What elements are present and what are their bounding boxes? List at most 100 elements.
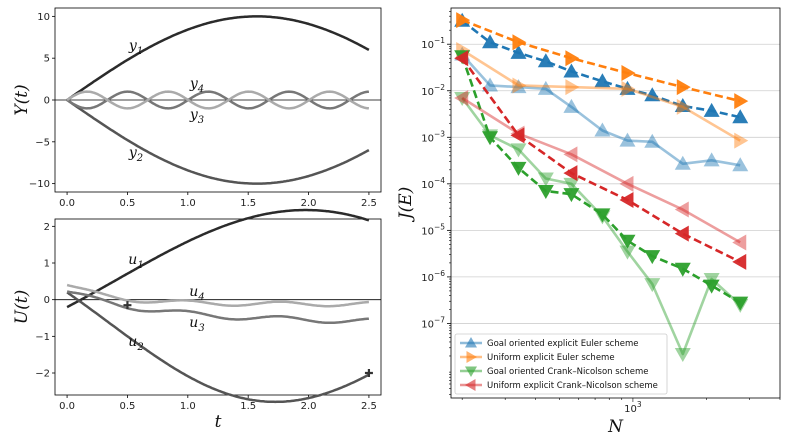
u1-line	[66, 208, 370, 309]
series-marker-1	[594, 73, 611, 88]
series-marker-6	[674, 201, 689, 218]
x-axis-label: N	[607, 417, 624, 437]
x-tick-label: 2.0	[301, 401, 317, 412]
x-tick-label: 0.0	[59, 198, 75, 209]
y1-label: y1	[128, 38, 143, 57]
series-marker-2	[621, 80, 636, 97]
y-tick-label: 10−5	[421, 222, 445, 237]
series-marker-4	[563, 177, 580, 192]
x-tick-label: 1.5	[240, 401, 256, 412]
series-line-5	[460, 55, 741, 304]
series-marker-0	[619, 132, 636, 147]
series-marker-2	[734, 132, 749, 149]
series-marker-7	[674, 225, 689, 242]
series-marker-1	[732, 109, 749, 124]
y-tick-label: 10−6	[421, 269, 445, 284]
y-tick-label: 0	[44, 295, 50, 306]
series-marker-0	[482, 77, 499, 92]
y-tick-label: −10	[29, 179, 50, 190]
y-tick-label: 5	[44, 54, 50, 65]
series-marker-4	[537, 172, 554, 187]
y4-line	[66, 90, 369, 110]
series-marker-5	[674, 262, 691, 277]
series-marker-5	[619, 234, 636, 249]
series-marker-1	[703, 102, 720, 117]
series-marker-5	[732, 296, 749, 311]
series-marker-5	[644, 250, 661, 265]
series-line-1	[461, 19, 741, 119]
series-marker-3	[621, 65, 636, 82]
legend-label: Uniform explicit Crank–Nicolson scheme	[487, 381, 658, 391]
series-line-2	[461, 48, 741, 142]
y-tick-label: −2	[35, 369, 50, 380]
series-marker-5	[703, 279, 720, 294]
plus-marker	[364, 369, 373, 377]
series-marker-7	[732, 253, 747, 270]
series-marker-3	[734, 93, 749, 110]
y-tick-label: 0	[44, 96, 50, 107]
series-marker-1	[537, 53, 554, 68]
series-marker-0	[537, 80, 554, 95]
series-marker-5	[510, 161, 527, 176]
series-marker-1	[644, 87, 661, 102]
series-marker-4	[674, 348, 691, 363]
y-tick-label: −5	[35, 137, 50, 148]
series-marker-4	[619, 245, 636, 260]
series-line-3	[461, 18, 741, 103]
state-panel: 0.0 0.5 1.0 1.5 2.0 2.5 −10 −5 0 5 10 Y(t) y1 y2 y3 y4	[12, 7, 382, 209]
series-marker-3	[565, 50, 580, 67]
y-tick-label: 10−1	[421, 36, 445, 51]
series-marker-7	[619, 191, 634, 208]
series-marker-0	[732, 157, 749, 172]
u3-line	[66, 290, 369, 325]
x-tick-label: 1.5	[240, 198, 256, 209]
series-group	[454, 12, 749, 363]
series-line-7	[461, 57, 741, 264]
series-marker-1	[674, 98, 691, 113]
x-axis-label: t	[215, 412, 222, 432]
x-tick-label: 0.0	[59, 401, 75, 412]
x-tick-label: 103	[624, 400, 642, 415]
series-marker-1	[510, 44, 527, 59]
series-marker-3	[676, 79, 691, 96]
axes-frame	[450, 7, 781, 399]
series-marker-5	[537, 185, 554, 200]
series-marker-5	[594, 208, 611, 223]
x-tick-label: 2.5	[361, 401, 377, 412]
series-marker-4	[454, 91, 471, 106]
y-axis-label: Y(t)	[12, 84, 32, 115]
series-marker-1	[563, 63, 580, 78]
x-tick-label: 2.5	[361, 198, 377, 209]
x-tick-label: 2.0	[301, 198, 317, 209]
y-tick-label: 2	[44, 222, 50, 233]
y-tick-label: 10	[37, 12, 50, 23]
x-tick-label: 1.0	[180, 401, 196, 412]
y-axis-label: U(t)	[12, 290, 32, 324]
series-marker-0	[594, 122, 611, 137]
series-marker-5	[563, 188, 580, 203]
series-marker-6	[454, 89, 469, 106]
y2-label: y2	[128, 145, 143, 164]
legend: Goal oriented explicit Euler scheme Unifo…	[454, 333, 668, 395]
series-marker-7	[454, 50, 469, 67]
y-tick-label: 10−3	[421, 129, 445, 144]
series-marker-0	[674, 155, 691, 170]
series-marker-3	[512, 34, 527, 51]
series-marker-4	[510, 143, 527, 158]
legend-marker	[465, 337, 477, 348]
series-marker-7	[563, 165, 578, 182]
y-tick-label: 10−2	[421, 83, 445, 98]
series-marker-0	[563, 98, 580, 113]
series-marker-5	[482, 131, 499, 146]
y3-label: y3	[189, 107, 204, 126]
u4-line	[66, 283, 369, 308]
y1-line	[66, 15, 370, 102]
y3-line	[66, 90, 369, 110]
series-marker-0	[644, 133, 661, 148]
series-marker-2	[565, 79, 580, 96]
series-marker-0	[510, 79, 527, 94]
legend-box	[454, 333, 668, 395]
legend-marker	[465, 366, 477, 377]
series-marker-4	[644, 278, 661, 293]
